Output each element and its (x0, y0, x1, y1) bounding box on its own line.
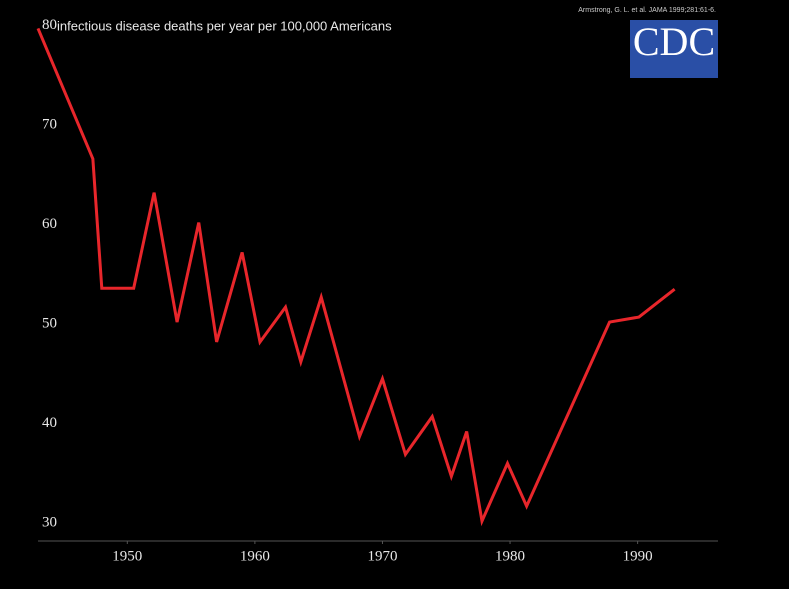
y-tick-label: 40 (42, 415, 57, 431)
source: Armstrong, G. L. et al. JAMA 1999;281:61… (578, 7, 716, 14)
logo: CDC (633, 19, 715, 64)
line (36, 27, 676, 527)
y-tick-label: 50 (42, 315, 57, 331)
x-tick-label: 1960 (240, 548, 270, 564)
x-tick-label: 1950 (112, 548, 142, 564)
y-tick-label: 60 (42, 216, 57, 232)
y-tick-label: 30 (42, 515, 57, 531)
x-tick-label: 1980 (495, 548, 525, 564)
y-tick-label: 80 (42, 17, 57, 33)
x-tick-label: 1990 (623, 548, 653, 564)
chart-title: infectious disease deaths per year per 1… (57, 18, 392, 33)
y-tick-label: 70 (42, 116, 57, 132)
x-tick-label: 1970 (367, 548, 397, 564)
logo-box (630, 20, 718, 78)
